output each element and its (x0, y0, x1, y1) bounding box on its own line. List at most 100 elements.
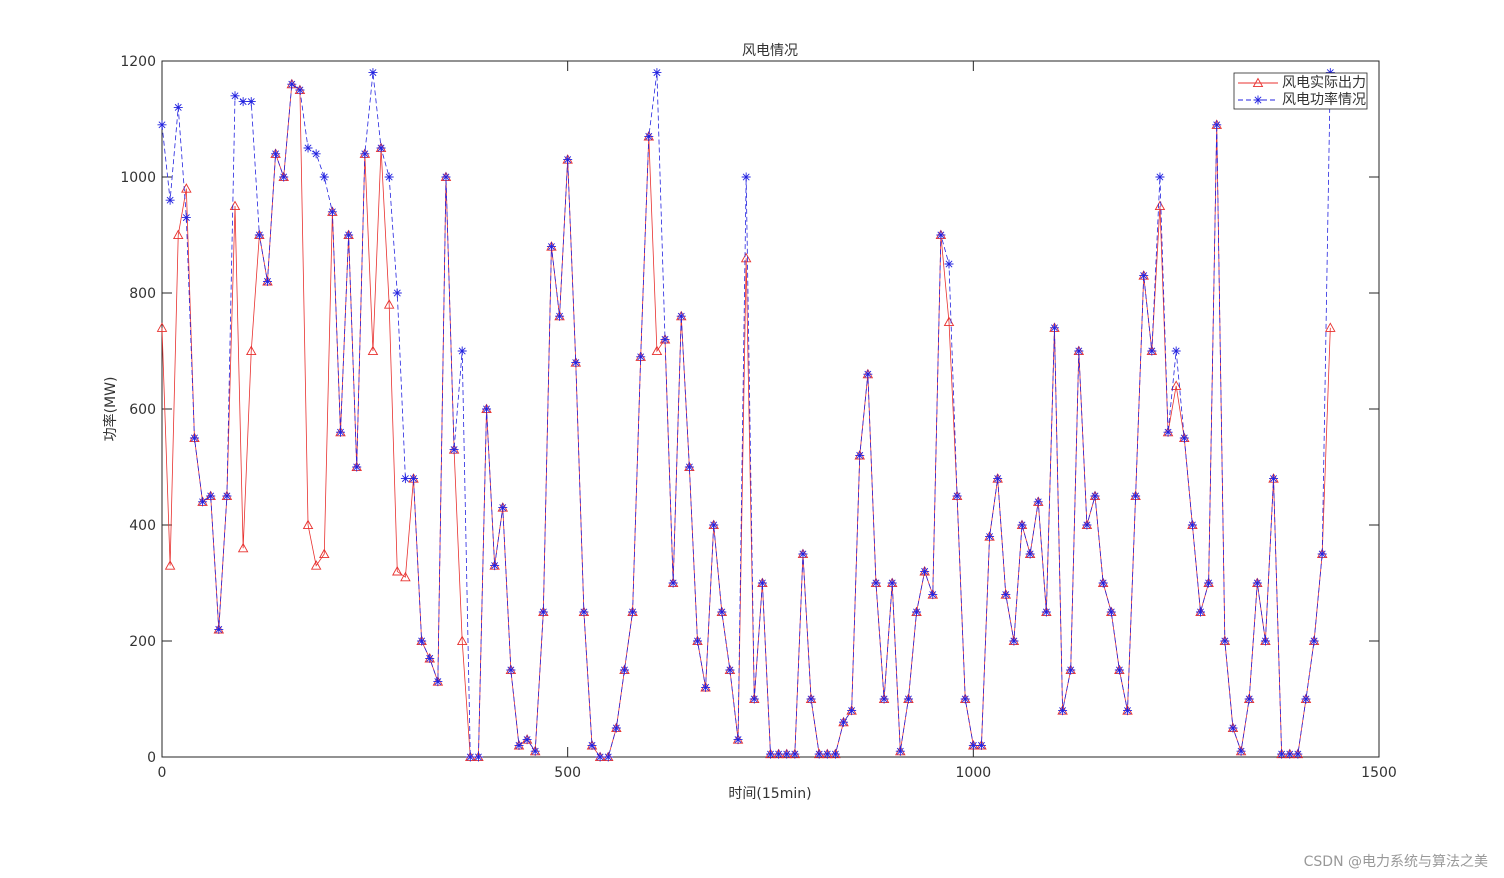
marker-asterisk (1253, 95, 1263, 105)
marker-asterisk (652, 68, 662, 78)
marker-triangle (456, 635, 468, 646)
marker-asterisk (1325, 68, 1335, 78)
marker-asterisk (636, 352, 646, 362)
marker-asterisk (546, 242, 556, 252)
marker-triangle (1325, 322, 1336, 332)
x-axis-label: 时间(15min) (728, 786, 811, 802)
marker-asterisk (879, 694, 889, 704)
marker-asterisk (822, 749, 832, 759)
legend-label: 风电实际出力 (1282, 75, 1366, 91)
marker-asterisk (1285, 749, 1295, 759)
y-tick-label: 1200 (120, 54, 156, 70)
marker-asterisk (279, 172, 289, 182)
marker-asterisk (368, 68, 378, 78)
marker-asterisk (198, 497, 208, 507)
marker-asterisk (1122, 706, 1132, 716)
marker-asterisk (790, 749, 800, 759)
marker-asterisk (457, 346, 467, 356)
marker-asterisk (1228, 723, 1238, 733)
marker-asterisk (1171, 346, 1181, 356)
marker-asterisk (863, 369, 873, 379)
legend-label: 风电功率情况 (1282, 91, 1366, 108)
marker-triangle (367, 345, 379, 356)
marker-asterisk (392, 288, 402, 298)
marker-triangle (319, 548, 330, 559)
marker-asterisk (1301, 694, 1311, 704)
marker-asterisk (506, 665, 516, 675)
marker-asterisk (993, 474, 1003, 484)
marker-asterisk (587, 740, 597, 750)
marker-asterisk (1236, 746, 1246, 756)
marker-asterisk (538, 607, 548, 617)
marker-asterisk (295, 85, 305, 95)
marker-asterisk (384, 172, 394, 182)
marker-asterisk (839, 717, 849, 727)
marker-asterisk (319, 172, 329, 182)
marker-asterisk (798, 549, 808, 559)
y-tick-label: 1000 (120, 170, 156, 186)
marker-asterisk (855, 450, 865, 460)
marker-asterisk (1033, 497, 1043, 507)
marker-asterisk (1252, 578, 1262, 588)
marker-asterisk (692, 636, 702, 646)
marker-asterisk (903, 694, 913, 704)
x-tick-label: 0 (158, 765, 167, 781)
marker-asterisk (928, 590, 938, 600)
marker-asterisk (741, 172, 751, 182)
marker-triangle (237, 542, 249, 553)
y-axis-label: 功率(MW) (102, 377, 119, 442)
axes-box (161, 60, 1380, 758)
marker-asterisk (449, 445, 459, 455)
marker-asterisk (1074, 346, 1084, 356)
marker-asterisk (514, 740, 524, 750)
marker-asterisk (709, 520, 719, 530)
marker-asterisk (912, 607, 922, 617)
marker-asterisk (717, 607, 727, 617)
marker-asterisk (1098, 578, 1108, 588)
marker-asterisk (473, 752, 483, 762)
marker-asterisk (530, 746, 540, 756)
marker-asterisk (1009, 636, 1019, 646)
marker-asterisk (733, 735, 743, 745)
marker-asterisk (1147, 346, 1157, 356)
marker-asterisk (254, 230, 264, 240)
marker-triangle (302, 519, 314, 530)
y-tick-label: 400 (129, 518, 156, 534)
marker-asterisk (814, 749, 824, 759)
marker-asterisk (335, 427, 345, 437)
marker-asterisk (644, 131, 654, 141)
marker-asterisk (1106, 607, 1116, 617)
marker-asterisk (830, 749, 840, 759)
chart-title: 风电情况 (742, 43, 798, 59)
marker-asterisk (1041, 607, 1051, 617)
marker-asterisk (1179, 433, 1189, 443)
marker-asterisk (1131, 491, 1141, 501)
marker-asterisk (1058, 706, 1068, 716)
marker-asterisk (400, 474, 410, 484)
marker-asterisk (847, 706, 857, 716)
marker-asterisk (1114, 665, 1124, 675)
marker-asterisk (230, 91, 240, 101)
marker-asterisk (660, 334, 670, 344)
marker-asterisk (555, 311, 565, 321)
marker-asterisk (1269, 474, 1279, 484)
marker-triangle (310, 560, 322, 570)
marker-asterisk (238, 97, 248, 107)
marker-asterisk (222, 491, 232, 501)
marker-asterisk (920, 566, 930, 576)
marker-triangle (1170, 380, 1182, 390)
marker-asterisk (871, 578, 881, 588)
marker-asterisk (1090, 491, 1100, 501)
marker-asterisk (774, 749, 784, 759)
marker-asterisk (376, 143, 386, 153)
marker-asterisk (1293, 749, 1303, 759)
marker-asterisk (595, 752, 605, 762)
legend-box (1233, 72, 1368, 110)
marker-triangle (400, 571, 411, 582)
marker-asterisk (1317, 549, 1327, 559)
marker-asterisk (165, 195, 175, 205)
marker-asterisk (1082, 520, 1092, 530)
marker-asterisk (684, 462, 694, 472)
marker-asterisk (360, 149, 370, 159)
y-tick-label: 800 (129, 286, 156, 302)
